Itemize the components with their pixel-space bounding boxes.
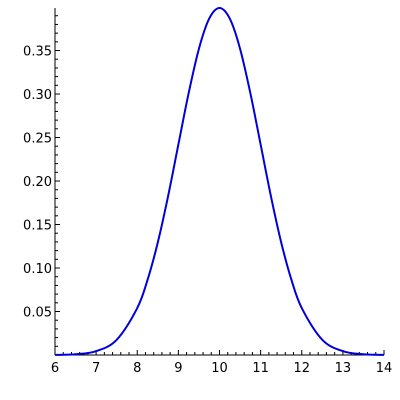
density-curve-line	[54, 6, 385, 356]
y-tick-label: 0.10	[23, 262, 52, 277]
y-tick-label: 0.20	[23, 175, 52, 190]
x-tick-label: 14	[376, 361, 393, 376]
x-tick-label: 8	[133, 361, 141, 376]
y-tick-label: 0.05	[23, 306, 52, 321]
x-tick-label: 12	[293, 361, 310, 376]
y-tick-label: 0.25	[23, 132, 52, 147]
x-tick-label: 10	[211, 361, 228, 376]
x-tick-label: 13	[335, 361, 352, 376]
y-tick-label: 0.15	[23, 219, 52, 234]
y-tick-label: 0.30	[23, 88, 52, 103]
x-tick-label: 11	[252, 361, 269, 376]
y-tick-label: 0.35	[23, 45, 52, 60]
x-tick-label: 6	[51, 361, 59, 376]
x-tick-label: 9	[174, 361, 182, 376]
x-tick-label: 7	[92, 361, 100, 376]
x-tick-group: 6 7 8 9 10 11 12 13 14	[51, 361, 392, 376]
minor-tick-group	[54, 15, 385, 355]
y-tick-group: 0.05 0.10 0.15 0.20 0.25 0.30 0.35	[23, 45, 52, 321]
